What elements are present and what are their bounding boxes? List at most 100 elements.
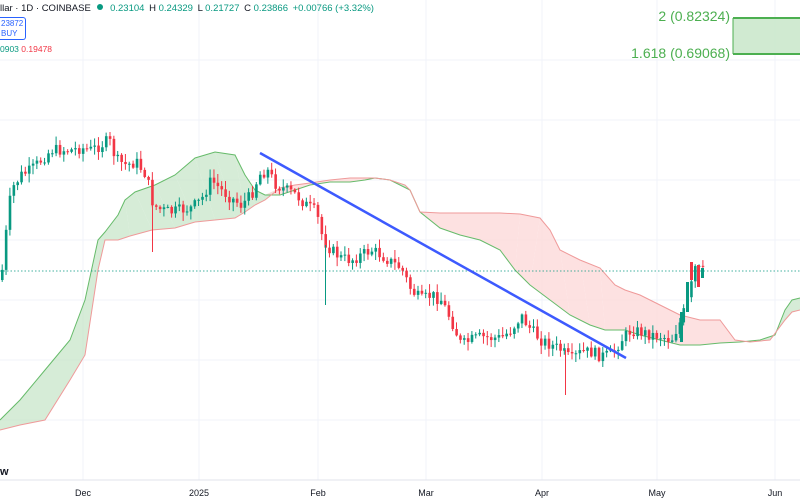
candle-up <box>166 206 170 208</box>
candle-down <box>158 206 162 210</box>
candle-up <box>47 153 50 163</box>
buy-label: BUY <box>1 29 18 38</box>
candle-down <box>528 325 532 328</box>
buy-button[interactable]: 23872 BUY <box>0 17 26 40</box>
candle-down <box>289 185 293 190</box>
candle-up <box>339 255 343 258</box>
candle-down <box>459 335 462 340</box>
candle-down <box>667 338 670 342</box>
candle-up <box>258 174 262 185</box>
candle-up <box>282 187 285 191</box>
candle-up <box>478 332 481 335</box>
candle-down <box>640 327 643 336</box>
candle-up <box>62 151 66 155</box>
candle-down <box>181 204 185 213</box>
candle-down <box>489 337 493 341</box>
cloud-bear-segment <box>330 178 365 182</box>
candle-down <box>24 171 27 174</box>
candle-up <box>624 330 628 342</box>
candle-down <box>655 332 659 339</box>
candle-down <box>270 169 274 175</box>
candle-down <box>328 247 331 254</box>
candle-up <box>197 199 200 201</box>
candle-down <box>120 154 123 162</box>
fib-zone <box>733 18 800 54</box>
candle-up <box>694 266 697 282</box>
candle-down <box>509 333 512 335</box>
candle-down <box>701 265 705 267</box>
candle-down <box>412 288 416 295</box>
candle-up <box>563 348 566 351</box>
candle-up <box>101 147 104 152</box>
candle-up <box>178 204 181 207</box>
candle-down <box>409 277 412 289</box>
candle-up <box>332 246 335 254</box>
candle-up <box>189 206 193 212</box>
symbol-legend: llar · 1D · COINBASE 0.23104 H 0.24329 L… <box>0 3 376 14</box>
cloud-bear-segment <box>550 230 570 315</box>
cloud-bull-segment <box>105 215 118 240</box>
candle-up <box>51 153 54 155</box>
candle-up <box>74 148 77 150</box>
candle-down <box>366 249 370 255</box>
ichimoku-legend: 0903 0.19478 <box>0 44 52 54</box>
cloud-bull-segment <box>125 192 152 236</box>
candle-down <box>559 343 562 351</box>
symbol-name[interactable]: llar · 1D · COINBASE <box>0 3 91 14</box>
candle-down <box>347 254 351 263</box>
candle-up <box>674 333 678 341</box>
candle-up <box>701 268 704 278</box>
candle-up <box>208 177 212 195</box>
candle-down <box>155 205 158 207</box>
candle-up <box>497 335 501 338</box>
candle-down <box>547 338 551 349</box>
candle-down <box>566 348 570 353</box>
candle-up <box>416 290 420 295</box>
candle-up <box>555 343 558 345</box>
cloud-bear-segment <box>580 260 605 330</box>
candle-up <box>162 207 166 210</box>
candle-up <box>663 338 666 340</box>
candle-down <box>436 292 439 304</box>
candle-up <box>643 330 647 336</box>
candle-down <box>401 267 404 271</box>
legend-close: 0.23866 <box>253 3 288 14</box>
candle-up <box>4 229 8 270</box>
candle-down <box>309 201 312 204</box>
cloud-bull-segment <box>785 300 792 320</box>
candle-down <box>324 234 327 248</box>
cloud-bull-segment <box>0 400 20 430</box>
candle-down <box>632 334 635 337</box>
cloud-bear-segment <box>700 320 720 345</box>
cloud-bear-segment <box>720 320 740 343</box>
candle-down <box>382 257 385 261</box>
candle-up <box>620 341 624 350</box>
candle-down <box>274 174 277 189</box>
candle-down <box>386 260 389 264</box>
candle-up <box>651 332 655 340</box>
candle-down <box>486 336 489 338</box>
candle-up <box>617 349 620 352</box>
candle-up <box>463 338 466 340</box>
candle-up <box>362 249 366 254</box>
candle-down <box>501 335 505 337</box>
candle-down <box>355 260 358 263</box>
candle-down <box>690 262 693 280</box>
candle-up <box>31 163 35 166</box>
cloud-bull-segment <box>175 158 215 222</box>
candle-down <box>582 350 585 352</box>
cloud-bull-segment <box>792 298 800 312</box>
candle-down <box>420 290 424 294</box>
candle-up <box>690 281 693 298</box>
cloud-bull-segment <box>85 240 98 355</box>
candle-up <box>551 344 555 349</box>
candle-up <box>574 353 578 355</box>
fib-level-2-label: 2 (0.82324) <box>658 8 730 24</box>
time-axis-label: Mar <box>418 488 434 498</box>
candle-up <box>682 308 686 323</box>
candle-down <box>405 270 408 278</box>
candle-up <box>543 338 547 346</box>
candle-up <box>54 144 58 154</box>
